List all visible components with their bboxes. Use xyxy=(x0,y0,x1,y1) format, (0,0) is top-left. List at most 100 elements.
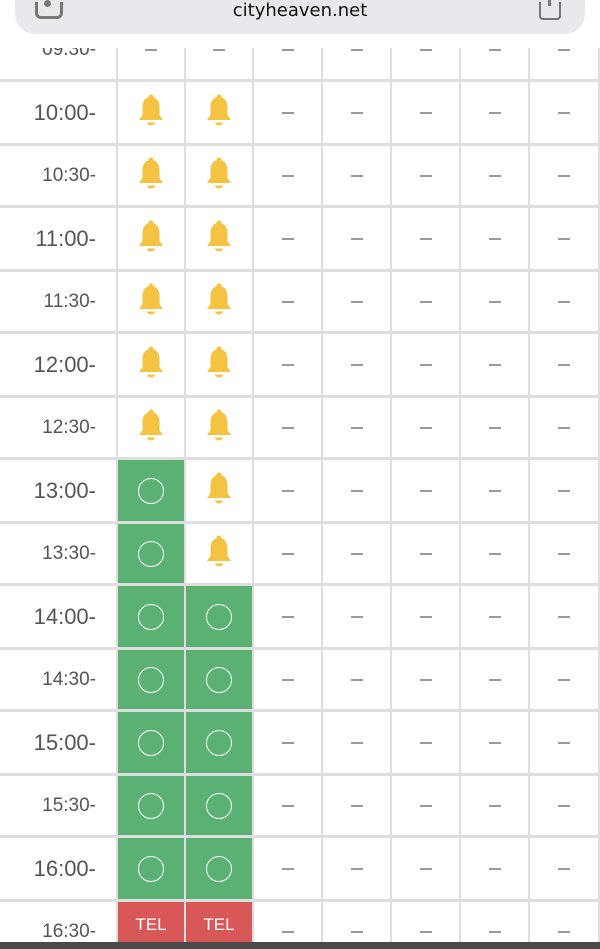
available-cell[interactable] xyxy=(186,712,254,776)
circle-icon xyxy=(138,477,164,504)
tel-cell[interactable]: TEL xyxy=(186,902,254,942)
unavailable-cell xyxy=(392,524,461,586)
bell-icon xyxy=(136,409,166,447)
dash-icon xyxy=(350,111,363,114)
unavailable-cell xyxy=(254,334,323,398)
dash-icon xyxy=(558,489,570,492)
notify-cell[interactable] xyxy=(186,398,254,460)
time-label: 14:00- xyxy=(0,586,118,650)
circle-icon xyxy=(206,603,232,630)
table-row: 10:00- xyxy=(0,82,600,146)
dash-icon xyxy=(558,678,570,681)
unavailable-cell xyxy=(392,20,461,82)
scan-icon[interactable] xyxy=(35,0,63,19)
unavailable-cell xyxy=(323,20,392,82)
unavailable-cell xyxy=(254,272,323,334)
url-text[interactable]: cityheaven.net xyxy=(232,0,368,21)
table-row: 16:00- xyxy=(0,838,600,902)
notify-cell[interactable] xyxy=(186,208,254,272)
available-cell[interactable] xyxy=(118,524,186,586)
dash-icon xyxy=(350,237,363,240)
bell-icon xyxy=(136,346,166,384)
notify-cell[interactable] xyxy=(118,272,186,334)
address-bar[interactable]: cityheaven.net xyxy=(15,0,585,34)
available-cell[interactable] xyxy=(118,460,186,524)
dash-icon xyxy=(419,426,432,429)
dash-icon xyxy=(419,363,432,366)
tel-cell[interactable]: TEL xyxy=(118,902,186,942)
notify-cell[interactable] xyxy=(186,272,254,334)
dash-icon xyxy=(488,237,501,240)
dash-icon xyxy=(558,174,570,177)
dash-icon xyxy=(558,741,570,744)
unavailable-cell xyxy=(461,272,530,334)
bell-icon xyxy=(136,283,166,321)
notify-cell[interactable] xyxy=(186,524,254,586)
unavailable-cell xyxy=(461,82,530,146)
dash-icon xyxy=(419,804,432,807)
available-cell[interactable] xyxy=(186,838,254,902)
available-cell[interactable] xyxy=(118,838,186,902)
notify-cell[interactable] xyxy=(186,82,254,146)
notify-cell[interactable] xyxy=(118,82,186,146)
time-label: 14:30- xyxy=(0,650,118,712)
dash-icon xyxy=(419,867,432,870)
notify-cell[interactable] xyxy=(186,460,254,524)
unavailable-cell xyxy=(254,146,323,208)
available-cell[interactable] xyxy=(186,776,254,838)
dash-icon xyxy=(281,867,294,870)
bell-icon xyxy=(204,535,234,573)
dash-icon xyxy=(419,237,432,240)
table-row: 14:30- xyxy=(0,650,600,712)
unavailable-cell xyxy=(254,20,323,82)
dash-icon xyxy=(213,48,225,51)
notify-cell[interactable] xyxy=(118,146,186,208)
dash-icon xyxy=(350,48,363,51)
unavailable-cell xyxy=(530,334,600,398)
circle-icon xyxy=(138,666,164,693)
time-label: 15:30- xyxy=(0,776,118,838)
unavailable-cell xyxy=(461,334,530,398)
bell-icon xyxy=(136,157,166,195)
dash-icon xyxy=(488,426,501,429)
dash-icon xyxy=(419,741,432,744)
circle-icon xyxy=(138,603,164,630)
table-row: 15:00- xyxy=(0,712,600,776)
table-row: 11:00- xyxy=(0,208,600,272)
unavailable-cell xyxy=(392,902,461,942)
bell-icon xyxy=(136,220,166,258)
notify-cell[interactable] xyxy=(118,208,186,272)
available-cell[interactable] xyxy=(118,650,186,712)
dash-icon xyxy=(488,930,501,933)
table-row: 14:00- xyxy=(0,586,600,650)
table-row: 16:30- TEL TEL xyxy=(0,902,600,942)
dash-icon xyxy=(350,489,363,492)
dash-icon xyxy=(419,678,432,681)
dash-icon xyxy=(281,489,294,492)
circle-icon xyxy=(138,729,164,756)
share-icon[interactable] xyxy=(539,0,561,20)
dash-icon xyxy=(488,867,501,870)
available-cell[interactable] xyxy=(186,586,254,650)
bell-icon xyxy=(204,94,234,132)
table-row: 13:30- xyxy=(0,524,600,586)
notify-cell[interactable] xyxy=(186,334,254,398)
notify-cell[interactable] xyxy=(118,334,186,398)
notify-cell[interactable] xyxy=(118,398,186,460)
available-cell[interactable] xyxy=(186,650,254,712)
available-cell[interactable] xyxy=(118,586,186,650)
dash-icon xyxy=(350,867,363,870)
dash-icon xyxy=(419,48,432,51)
unavailable-cell xyxy=(254,208,323,272)
dash-icon xyxy=(281,678,294,681)
unavailable-cell xyxy=(186,20,254,82)
unavailable-cell xyxy=(392,398,461,460)
available-cell[interactable] xyxy=(118,776,186,838)
available-cell[interactable] xyxy=(118,712,186,776)
circle-icon xyxy=(206,855,232,882)
dash-icon xyxy=(558,237,570,240)
dash-icon xyxy=(350,426,363,429)
bell-icon xyxy=(204,157,234,195)
dash-icon xyxy=(281,111,294,114)
notify-cell[interactable] xyxy=(186,146,254,208)
